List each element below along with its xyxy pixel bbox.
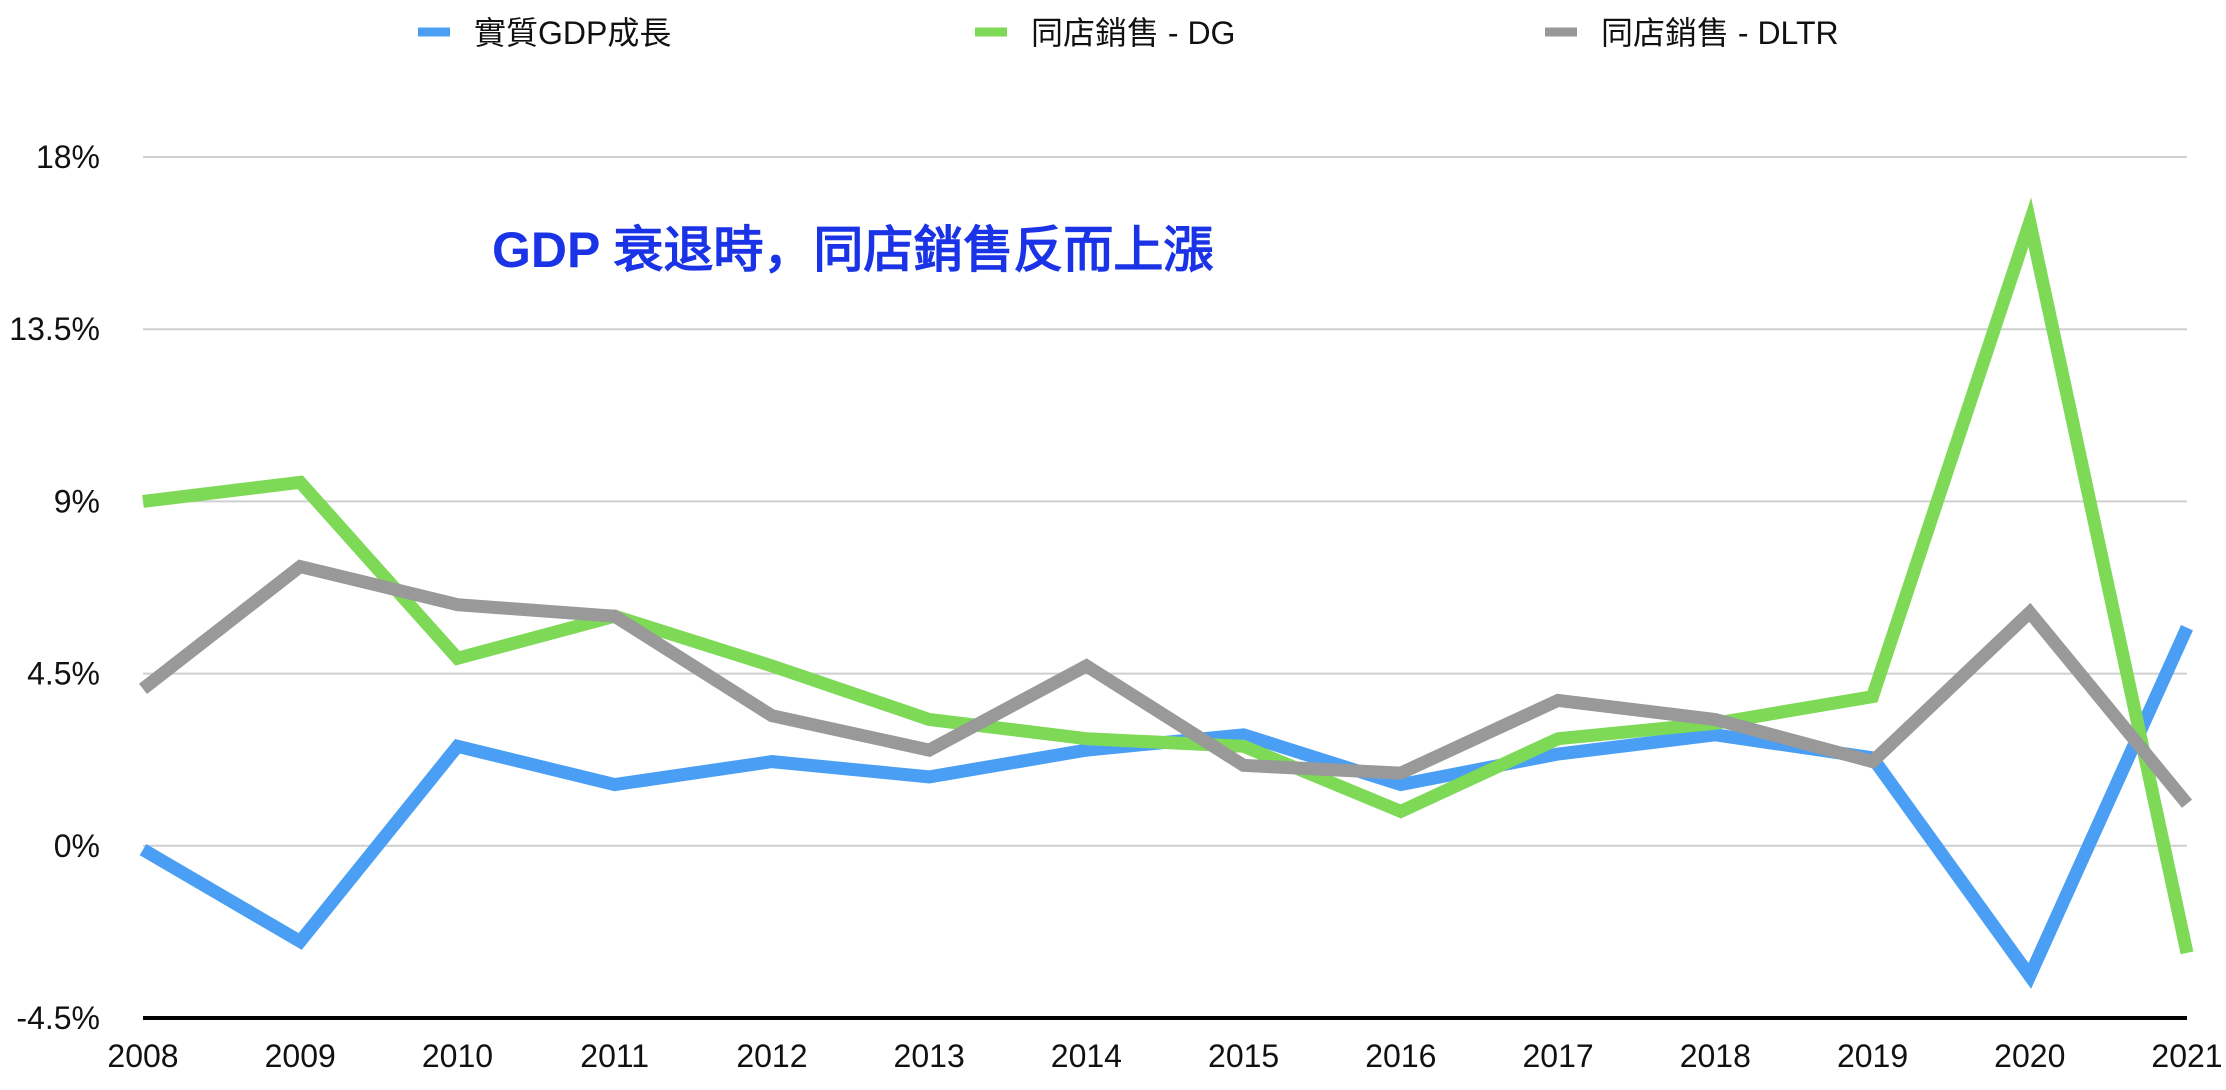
- data-point: [929, 719, 930, 720]
- data-point: [2187, 803, 2188, 804]
- data-point: [2187, 627, 2188, 628]
- data-point: [1086, 738, 1087, 739]
- data-point: [614, 784, 615, 785]
- chart-annotation: GDP 衰退時，同店銷售反而上漲: [492, 222, 1213, 278]
- x-tick-label: 2017: [1522, 1038, 1593, 1074]
- data-point: [143, 849, 144, 850]
- y-tick-label: 4.5%: [27, 656, 100, 692]
- y-tick-label: 9%: [54, 483, 100, 519]
- data-point: [300, 566, 301, 567]
- data-point: [1243, 765, 1244, 766]
- x-tick-label: 2018: [1680, 1038, 1751, 1074]
- data-point: [300, 482, 301, 483]
- data-point: [1715, 734, 1716, 735]
- axis-layer: -4.5% 0% 4.5% 9% 13.5% 18% 2008 2009 2010 2011 201…: [9, 139, 2222, 1074]
- series-line-1: [142, 197, 2194, 955]
- legend-label: 同店銷售 - DG: [1031, 15, 1235, 51]
- x-tick-label: 2009: [265, 1038, 336, 1074]
- data-point: [300, 941, 301, 942]
- data-point: [1558, 700, 1559, 701]
- data-point: [2187, 952, 2188, 953]
- x-tick-label: 2013: [894, 1038, 965, 1074]
- data-point: [457, 658, 458, 659]
- data-point: [1558, 753, 1559, 754]
- grid-layer: [143, 156, 2187, 847]
- x-tick-label: 2020: [1994, 1038, 2065, 1074]
- x-tick-label: 2010: [422, 1038, 493, 1074]
- data-point: [1400, 784, 1401, 785]
- data-point: [1086, 665, 1087, 666]
- data-point: [614, 616, 615, 617]
- x-tick-label: 2015: [1208, 1038, 1279, 1074]
- x-tick-label: 2019: [1837, 1038, 1908, 1074]
- data-point: [2029, 612, 2030, 613]
- data-point: [1715, 719, 1716, 720]
- x-tick-label: 2011: [580, 1038, 649, 1074]
- x-tick-label: 2016: [1365, 1038, 1436, 1074]
- y-tick-label: -4.5%: [16, 1000, 100, 1036]
- data-point: [1400, 811, 1401, 812]
- x-tick-label: 2008: [107, 1038, 178, 1074]
- data-point: [143, 688, 144, 689]
- data-point: [1243, 734, 1244, 735]
- data-point: [1872, 761, 1873, 762]
- data-point: [1400, 773, 1401, 774]
- data-point: [2029, 975, 2030, 976]
- data-point: [1558, 738, 1559, 739]
- data-point: [771, 665, 772, 666]
- y-tick-label: 18%: [36, 139, 100, 175]
- legend: 實質GDP成長 同店銷售 - DG 同店銷售 - DLTR: [418, 15, 1839, 51]
- data-point: [771, 761, 772, 762]
- x-tick-label: 2021: [2151, 1038, 2222, 1074]
- x-tick-label: 2012: [736, 1038, 807, 1074]
- series-line-2: [139, 559, 2193, 808]
- data-point: [1086, 750, 1087, 751]
- data-point: [1872, 696, 1873, 697]
- y-tick-label: 13.5%: [9, 311, 100, 347]
- annotation-layer: GDP 衰退時，同店銷售反而上漲: [492, 222, 1213, 278]
- x-tick-label: 2014: [1051, 1038, 1122, 1074]
- data-point: [2029, 222, 2030, 223]
- data-point: [143, 501, 144, 502]
- y-tick-label: 0%: [54, 828, 100, 864]
- data-point: [929, 750, 930, 751]
- series-layer: [139, 197, 2194, 989]
- data-point: [457, 746, 458, 747]
- data-point: [771, 715, 772, 716]
- legend-label: 同店銷售 - DLTR: [1601, 15, 1839, 51]
- data-point: [1243, 746, 1244, 747]
- data-point: [457, 604, 458, 605]
- legend-label: 實質GDP成長: [474, 15, 671, 51]
- data-point: [929, 776, 930, 777]
